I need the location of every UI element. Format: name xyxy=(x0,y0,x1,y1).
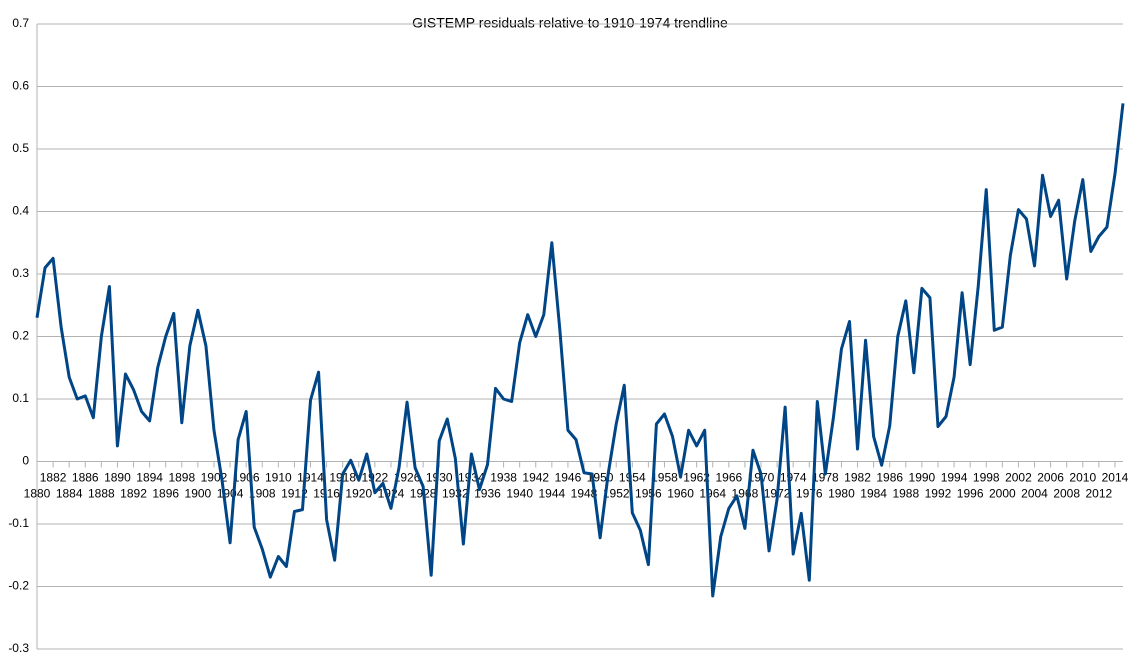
x-tick-label: 1930 xyxy=(426,471,453,485)
x-tick-label: 1960 xyxy=(667,487,694,501)
x-tick-label: 1976 xyxy=(796,487,823,501)
x-tick-label: 1914 xyxy=(297,471,324,485)
x-tick-label: 1880 xyxy=(24,487,51,501)
x-tick-label: 1940 xyxy=(506,487,533,501)
y-tick-label: 0.7 xyxy=(12,16,29,30)
y-tick-label: -0.2 xyxy=(8,579,29,593)
x-tick-label: 2010 xyxy=(1069,471,1096,485)
x-tick-label: 1974 xyxy=(780,471,807,485)
x-tick-label: 1908 xyxy=(249,487,276,501)
x-tick-label: 1958 xyxy=(651,471,678,485)
x-tick-label: 1910 xyxy=(265,471,292,485)
x-tick-label: 1936 xyxy=(474,487,501,501)
y-tick-label: 0.1 xyxy=(12,391,29,405)
x-tick-label: 1916 xyxy=(313,487,340,501)
x-tick-label: 1964 xyxy=(699,487,726,501)
x-tick-label: 1954 xyxy=(619,471,646,485)
x-tick-label: 2014 xyxy=(1102,471,1129,485)
y-tick-label: 0.6 xyxy=(12,79,29,93)
x-tick-label: 1898 xyxy=(168,471,195,485)
x-tick-label: 1990 xyxy=(909,471,936,485)
x-tick-label: 1926 xyxy=(394,471,421,485)
y-tick-label: 0.2 xyxy=(12,329,29,343)
y-tick-label: 0.4 xyxy=(12,204,29,218)
x-tick-label: 1946 xyxy=(555,471,582,485)
y-tick-label: 0 xyxy=(22,454,29,468)
x-tick-label: 1896 xyxy=(152,487,179,501)
x-tick-label: 1948 xyxy=(571,487,598,501)
x-tick-label: 1982 xyxy=(844,471,871,485)
x-tick-label: 1994 xyxy=(941,471,968,485)
x-tick-label: 1984 xyxy=(860,487,887,501)
y-tick-label: 0.5 xyxy=(12,141,29,155)
y-tick-label: -0.3 xyxy=(8,641,29,655)
x-tick-label: 1978 xyxy=(812,471,839,485)
x-tick-label: 1932 xyxy=(442,487,469,501)
y-tick-label: -0.1 xyxy=(8,516,29,530)
x-tick-label: 1912 xyxy=(281,487,308,501)
x-tick-label: 1900 xyxy=(185,487,212,501)
x-tick-label: 1882 xyxy=(40,471,67,485)
x-tick-label: 2008 xyxy=(1053,487,1080,501)
x-tick-label: 1922 xyxy=(362,471,389,485)
x-tick-label: 1942 xyxy=(522,471,549,485)
x-tick-label: 1920 xyxy=(345,487,372,501)
x-tick-label: 1906 xyxy=(233,471,260,485)
chart-title: GISTEMP residuals relative to 1910-1974 … xyxy=(412,15,728,31)
x-tick-label: 1938 xyxy=(490,471,517,485)
x-tick-label: 1996 xyxy=(957,487,984,501)
x-tick-label: 1888 xyxy=(88,487,115,501)
x-tick-label: 1944 xyxy=(538,487,565,501)
x-tick-label: 1956 xyxy=(635,487,662,501)
x-tick-label: 1952 xyxy=(603,487,630,501)
x-tick-label: 1924 xyxy=(378,487,405,501)
x-tick-label: 2004 xyxy=(1021,487,1048,501)
data-line xyxy=(35,103,1125,598)
x-tick-label: 2012 xyxy=(1086,487,1113,501)
x-tick-label: 1998 xyxy=(973,471,1000,485)
x-tick-label: 1966 xyxy=(715,471,742,485)
x-tick-label: 1992 xyxy=(925,487,952,501)
x-tick-label: 1892 xyxy=(120,487,147,501)
y-tick-label: 0.3 xyxy=(12,266,29,280)
x-tick-label: 1904 xyxy=(217,487,244,501)
x-tick-label: 2006 xyxy=(1037,471,1064,485)
x-tick-label: 1890 xyxy=(104,471,131,485)
x-tick-label: 2000 xyxy=(989,487,1016,501)
x-tick-label: 1980 xyxy=(828,487,855,501)
x-tick-label: 1988 xyxy=(892,487,919,501)
x-tick-label: 1962 xyxy=(683,471,710,485)
x-tick-label: 1986 xyxy=(876,471,903,485)
x-tick-label: 1886 xyxy=(72,471,99,485)
x-tick-label: 2002 xyxy=(1005,471,1032,485)
x-tick-label: 1894 xyxy=(136,471,163,485)
x-tick-label: 1884 xyxy=(56,487,83,501)
